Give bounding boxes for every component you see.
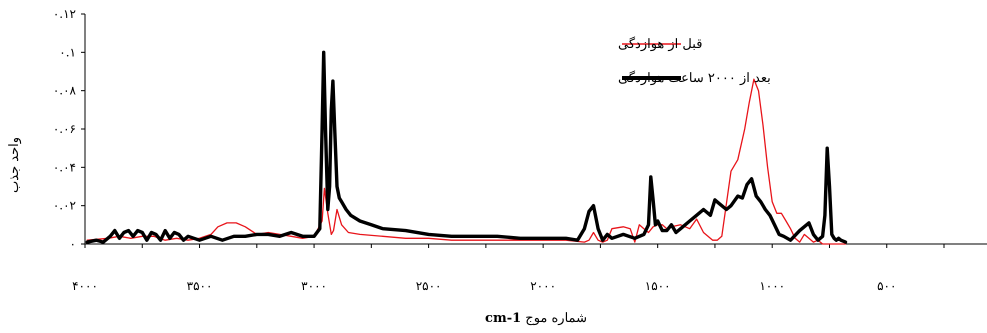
x-axis-label: cm-1 شماره موج — [485, 311, 587, 326]
x-axis-label-text: شماره موج — [525, 311, 587, 326]
y-tick-label: ۰.۱ — [59, 45, 76, 59]
legend: قبل از هوازدگی بعد از ۲۰۰۰ ساعت هوازدگی — [618, 36, 771, 86]
x-tick-label: ۴۰۰۰ — [72, 279, 98, 293]
x-tick-label: ۳۰۰۰ — [301, 279, 327, 293]
x-tick-label: ۵۰۰ — [877, 279, 896, 293]
legend-label-before: قبل از هوازدگی — [618, 36, 702, 52]
x-axis-label-unit: cm-1 — [485, 311, 521, 326]
x-tick-label: ۲۰۰۰ — [530, 279, 556, 293]
y-tick-label: ۰.۰۴ — [53, 160, 76, 174]
series-line-after — [85, 50, 848, 244]
axes: ۰ ۰.۰۲ ۰.۰۴ ۰.۰۶ ۰.۰۸ ۰.۱ ۰.۱۲ ۴۰۰۰ ۳۵۰۰ ۳۰۰۰ ۲۵۰۰… — [53, 7, 987, 293]
y-tick-label: ۰ — [70, 237, 76, 251]
y-axis-label: واحد جذب — [7, 137, 22, 193]
legend-label-after: بعد از ۲۰۰۰ ساعت هوازدگی — [618, 70, 771, 86]
series-line-before — [86, 78, 847, 245]
y-tick-label: ۰.۰۲ — [53, 199, 76, 213]
y-tick-label: ۰.۱۲ — [53, 7, 76, 21]
x-tick-label: ۱۵۰۰ — [645, 279, 671, 293]
series-layer — [85, 50, 848, 245]
x-tick-label: ۱۰۰۰ — [759, 279, 785, 293]
x-tick-label: ۲۵۰۰ — [416, 279, 442, 293]
x-tick-label: ۳۵۰۰ — [187, 279, 213, 293]
y-tick-label: ۰.۰۶ — [53, 122, 76, 136]
y-tick-label: ۰.۰۸ — [53, 84, 77, 98]
